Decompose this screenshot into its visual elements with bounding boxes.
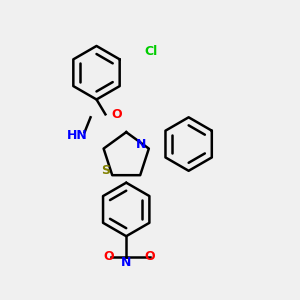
Text: O: O xyxy=(145,250,155,263)
Text: Cl: Cl xyxy=(144,45,157,58)
Text: HN: HN xyxy=(67,129,88,142)
Text: N: N xyxy=(136,138,146,151)
Text: S: S xyxy=(101,164,110,177)
Text: N: N xyxy=(121,256,131,269)
Text: O: O xyxy=(103,250,114,263)
Text: O: O xyxy=(111,108,122,121)
